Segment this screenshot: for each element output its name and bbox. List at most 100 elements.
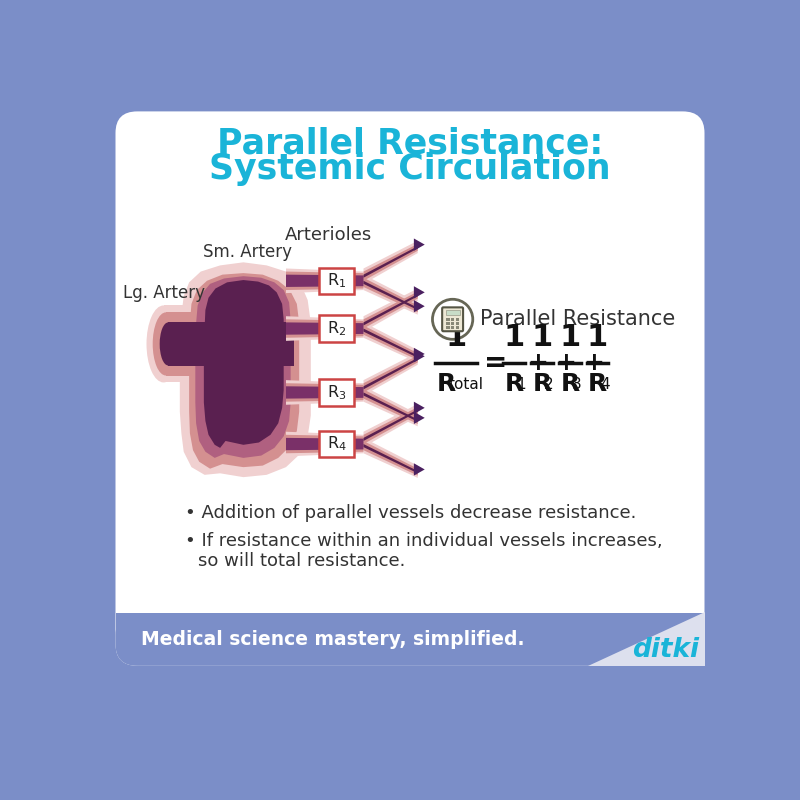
Polygon shape <box>180 262 310 477</box>
Polygon shape <box>363 246 418 278</box>
Polygon shape <box>363 444 418 474</box>
Polygon shape <box>414 412 425 424</box>
Bar <box>446 322 450 325</box>
Polygon shape <box>414 286 425 298</box>
Text: total: total <box>449 377 484 392</box>
Bar <box>163 306 295 382</box>
Text: Systemic Circulation: Systemic Circulation <box>209 152 611 186</box>
Text: 1: 1 <box>516 377 526 392</box>
Text: R: R <box>588 373 607 397</box>
Polygon shape <box>414 300 425 312</box>
Text: Sm. Artery: Sm. Artery <box>202 242 292 261</box>
FancyBboxPatch shape <box>318 268 354 294</box>
Text: 4: 4 <box>600 377 610 392</box>
Polygon shape <box>286 269 363 293</box>
Text: R: R <box>505 373 524 397</box>
Text: R: R <box>560 373 579 397</box>
Text: • If resistance within an individual vessels increases,: • If resistance within an individual ves… <box>186 532 663 550</box>
FancyBboxPatch shape <box>318 431 354 457</box>
Polygon shape <box>363 326 418 360</box>
Polygon shape <box>204 280 284 448</box>
Polygon shape <box>195 276 290 458</box>
Polygon shape <box>363 241 418 284</box>
Polygon shape <box>363 281 418 310</box>
Polygon shape <box>363 244 418 281</box>
Text: +: + <box>556 351 577 375</box>
Polygon shape <box>363 322 418 362</box>
Bar <box>451 326 454 329</box>
Polygon shape <box>363 278 418 312</box>
FancyBboxPatch shape <box>318 315 354 342</box>
Polygon shape <box>286 271 363 290</box>
Bar <box>446 318 450 321</box>
Ellipse shape <box>153 312 179 375</box>
Text: 1: 1 <box>445 322 466 352</box>
Polygon shape <box>414 463 425 476</box>
Polygon shape <box>286 383 363 402</box>
Text: +: + <box>584 351 605 375</box>
Polygon shape <box>588 612 705 666</box>
FancyBboxPatch shape <box>442 307 463 331</box>
Text: 2: 2 <box>544 377 554 392</box>
Polygon shape <box>286 386 363 398</box>
Polygon shape <box>286 380 363 405</box>
Text: 1: 1 <box>503 322 525 352</box>
FancyBboxPatch shape <box>318 379 354 406</box>
Polygon shape <box>363 386 418 426</box>
Polygon shape <box>363 390 418 424</box>
Bar <box>446 310 459 315</box>
Text: +: + <box>528 351 549 375</box>
Ellipse shape <box>160 322 177 366</box>
Text: R: R <box>533 373 552 397</box>
Text: • Addition of parallel vessels decrease resistance.: • Addition of parallel vessels decrease … <box>186 504 637 522</box>
Polygon shape <box>363 353 418 395</box>
Polygon shape <box>189 273 299 469</box>
Text: 1: 1 <box>531 322 552 352</box>
Text: =: = <box>485 349 508 377</box>
Text: Lg. Artery: Lg. Artery <box>122 284 205 302</box>
Bar <box>446 326 450 329</box>
Text: 1: 1 <box>587 322 608 352</box>
Polygon shape <box>363 441 418 476</box>
Polygon shape <box>286 435 363 454</box>
Polygon shape <box>414 402 425 414</box>
Polygon shape <box>363 410 418 441</box>
Polygon shape <box>363 393 418 422</box>
FancyBboxPatch shape <box>115 111 705 666</box>
Text: 1: 1 <box>559 322 580 352</box>
Bar <box>456 318 459 321</box>
Text: R$_4$: R$_4$ <box>326 434 346 454</box>
Text: Parallel Resistance:: Parallel Resistance: <box>217 126 603 161</box>
Bar <box>166 312 294 375</box>
Text: R$_2$: R$_2$ <box>326 319 346 338</box>
Polygon shape <box>286 432 363 456</box>
Polygon shape <box>414 350 425 362</box>
Polygon shape <box>286 319 363 338</box>
Text: Parallel Resistance: Parallel Resistance <box>480 310 675 330</box>
Polygon shape <box>363 274 418 314</box>
Polygon shape <box>286 438 363 450</box>
Polygon shape <box>363 438 418 478</box>
Bar <box>456 322 459 325</box>
FancyBboxPatch shape <box>115 614 705 666</box>
Polygon shape <box>414 348 425 360</box>
Ellipse shape <box>146 306 181 382</box>
Bar <box>115 614 705 644</box>
Text: 3: 3 <box>572 377 582 392</box>
Polygon shape <box>363 407 418 444</box>
Polygon shape <box>286 316 363 341</box>
Polygon shape <box>363 358 418 390</box>
Text: ditki: ditki <box>632 638 699 663</box>
Bar <box>451 322 454 325</box>
Polygon shape <box>286 322 363 334</box>
Bar <box>168 322 294 366</box>
Bar <box>451 318 454 321</box>
Text: R: R <box>436 373 456 397</box>
Polygon shape <box>363 291 418 329</box>
Polygon shape <box>363 404 418 447</box>
Polygon shape <box>363 289 418 332</box>
Bar <box>456 326 459 329</box>
Text: R$_1$: R$_1$ <box>326 271 346 290</box>
Text: Medical science mastery, simplified.: Medical science mastery, simplified. <box>141 630 524 649</box>
Polygon shape <box>286 274 363 287</box>
